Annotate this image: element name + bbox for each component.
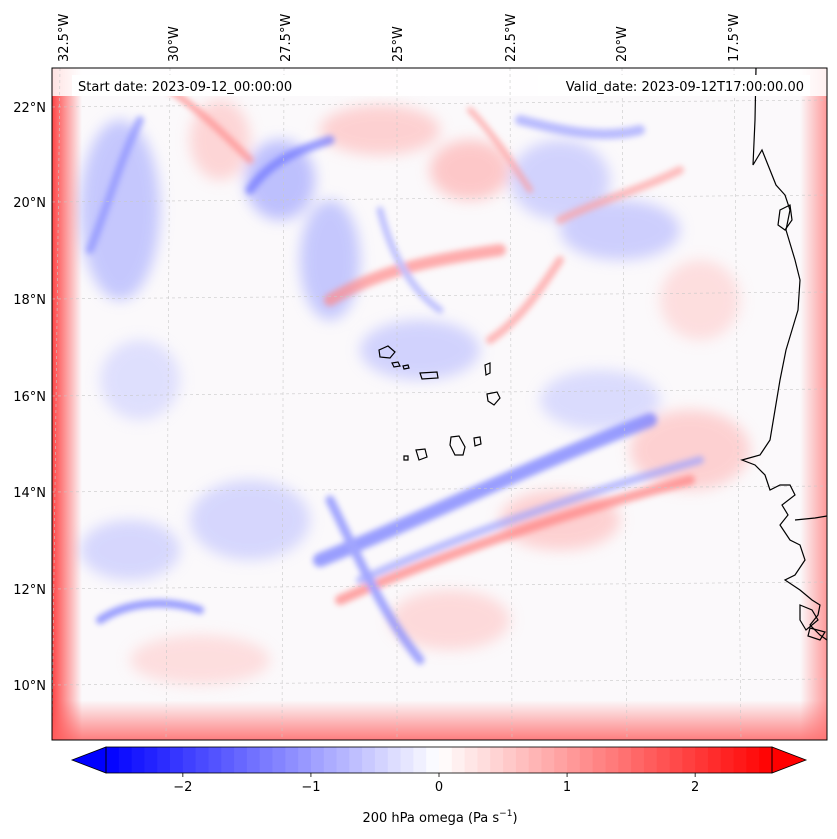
lon-label: 22.5°W: [504, 14, 519, 62]
colorbar-tick-label: 2: [691, 780, 699, 795]
colorbar-band: [182, 747, 197, 773]
colorbar-band: [144, 747, 158, 773]
colorbar-band: [131, 747, 145, 773]
colorbar-band: [298, 747, 312, 773]
colorbar: −2 −1 0 1 2 200 hPa omega (Pa s−1): [70, 746, 808, 826]
colorbar-ticks: −2 −1 0 1 2: [173, 773, 699, 795]
colorbar-band: [567, 747, 581, 773]
colorbar-band: [400, 747, 414, 773]
lat-label: 10°N: [13, 679, 46, 694]
colorbar-label: 200 hPa omega (Pa s−1): [362, 809, 517, 826]
colorbar-band: [528, 747, 542, 773]
colorbar-bands: [106, 747, 773, 773]
colorbar-band: [720, 747, 734, 773]
colorbar-band: [592, 747, 606, 773]
lon-label: 17.5°W: [727, 14, 742, 62]
colorbar-extend-high: [771, 746, 808, 774]
lat-label: 16°N: [13, 390, 46, 405]
lon-label: 27.5°W: [279, 14, 294, 62]
cape-verde-islands: [378, 345, 501, 461]
colorbar-band: [208, 747, 222, 773]
colorbar-band: [515, 747, 530, 773]
colorbar-band: [221, 747, 235, 773]
colorbar-tick-label: −2: [173, 780, 192, 795]
lat-label: 20°N: [13, 196, 46, 211]
colorbar-band: [195, 747, 209, 773]
gridlines: [52, 68, 827, 740]
lon-label: 30°W: [167, 26, 182, 62]
colorbar-band: [503, 747, 517, 773]
colorbar-band: [477, 747, 491, 773]
colorbar-label-main: 200 hPa omega (Pa s: [362, 811, 499, 826]
lat-label: 22°N: [13, 101, 46, 116]
colorbar-label-exponent: −1: [499, 809, 512, 819]
lat-label: 14°N: [13, 486, 46, 501]
lon-label: 20°W: [615, 26, 630, 62]
colorbar-band: [746, 747, 760, 773]
lat-label: 12°N: [13, 583, 46, 598]
longitude-labels: 32.5°W 30°W 27.5°W 25°W 22.5°W 20°W 17.5…: [57, 14, 742, 62]
colorbar-band: [631, 747, 645, 773]
colorbar-band: [170, 747, 184, 773]
colorbar-band: [490, 747, 504, 773]
map-frame: [51, 67, 828, 741]
colorbar-band: [605, 747, 619, 773]
colorbar-band: [310, 747, 325, 773]
colorbar-band: [336, 747, 350, 773]
start-date-label: Start date: 2023-09-12_00:00:00: [78, 80, 292, 95]
colorbar-band: [323, 747, 337, 773]
lon-label: 32.5°W: [57, 14, 72, 62]
colorbar-band: [695, 747, 709, 773]
colorbar-band: [259, 747, 273, 773]
coastline-africa: [740, 68, 827, 641]
colorbar-band: [413, 747, 427, 773]
latitude-labels: 22°N 20°N 18°N 16°N 14°N 12°N 10°N: [13, 101, 46, 694]
colorbar-tick-label: 0: [435, 780, 443, 795]
colorbar-band: [439, 747, 453, 773]
colorbar-band: [669, 747, 683, 773]
colorbar-band: [362, 747, 376, 773]
colorbar-band: [387, 747, 401, 773]
colorbar-band: [464, 747, 478, 773]
colorbar-tick-label: −1: [301, 780, 320, 795]
colorbar-band: [707, 747, 722, 773]
colorbar-band: [374, 747, 389, 773]
colorbar-band: [759, 747, 773, 773]
colorbar-band: [272, 747, 286, 773]
start-date-box: [72, 75, 320, 96]
colorbar-tick-label: 1: [563, 780, 571, 795]
colorbar-band: [554, 747, 568, 773]
valid-date-label: Valid_date: 2023-09-12T17:00:00.00: [566, 80, 804, 95]
colorbar-band: [643, 747, 658, 773]
colorbar-band: [426, 747, 440, 773]
colorbar-band: [682, 747, 696, 773]
colorbar-band: [246, 747, 261, 773]
colorbar-band: [656, 747, 670, 773]
lat-label: 18°N: [13, 293, 46, 308]
colorbar-band: [118, 747, 133, 773]
colorbar-band: [541, 747, 555, 773]
colorbar-band: [618, 747, 632, 773]
colorbar-band: [234, 747, 248, 773]
colorbar-band: [106, 747, 120, 773]
colorbar-band: [733, 747, 747, 773]
valid-date-box: [538, 75, 810, 96]
colorbar-label-close: ): [512, 811, 517, 826]
lon-label: 25°W: [391, 26, 406, 62]
colorbar-band: [349, 747, 363, 773]
colorbar-band: [157, 747, 171, 773]
colorbar-band: [451, 747, 466, 773]
colorbar-band: [579, 747, 594, 773]
colorbar-band: [285, 747, 299, 773]
colorbar-extend-low: [70, 746, 107, 774]
omega-field: [52, 68, 827, 740]
